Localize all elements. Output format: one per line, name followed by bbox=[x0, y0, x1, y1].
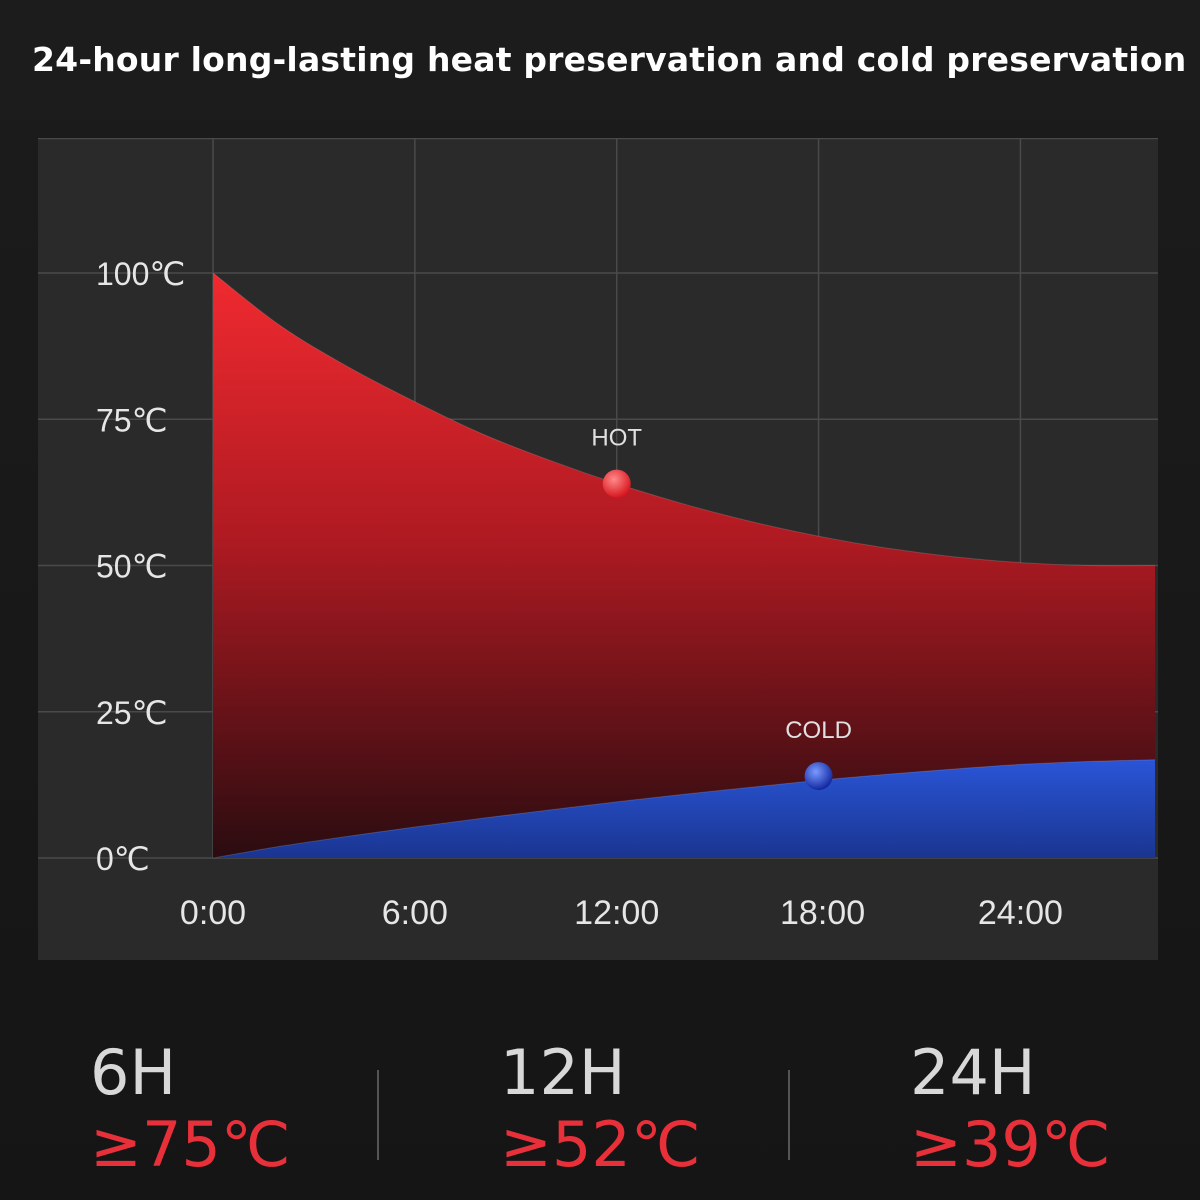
y-tick-label: 75℃ bbox=[96, 402, 168, 438]
y-tick-label: 25℃ bbox=[96, 695, 168, 731]
x-tick-label: 0:00 bbox=[180, 894, 246, 932]
stat-6h: 6H ≥75℃ bbox=[90, 1040, 410, 1180]
x-tick-label: 6:00 bbox=[382, 894, 448, 932]
hot-series-line bbox=[212, 272, 1156, 567]
cold-marker bbox=[804, 762, 833, 791]
stat-hours: 24H bbox=[910, 1036, 1036, 1109]
stat-hours: 6H bbox=[90, 1036, 177, 1109]
cold-series-area bbox=[213, 759, 1155, 858]
stat-temp: ≥75℃ bbox=[90, 1108, 291, 1181]
x-tick-label: 12:00 bbox=[574, 894, 659, 932]
temperature-chart: HOT COLD 0℃ 25℃ 50℃ 75℃ 100℃ 0:00 6:00 12:00 18:00… bbox=[38, 138, 1158, 932]
hot-marker bbox=[602, 469, 631, 498]
stat-12h: 12H ≥52℃ bbox=[500, 1040, 820, 1180]
y-tick-label: 50℃ bbox=[96, 549, 168, 585]
hot-series-area bbox=[213, 273, 1155, 858]
stat-divider bbox=[788, 1070, 790, 1160]
stat-divider bbox=[377, 1070, 379, 1160]
cold-series-line bbox=[212, 759, 1156, 859]
y-tick-label: 0℃ bbox=[96, 841, 150, 877]
y-tick-label: 100℃ bbox=[96, 256, 185, 292]
cold-label: COLD bbox=[785, 717, 852, 744]
stat-hours: 12H bbox=[500, 1036, 626, 1109]
stats-row: 6H ≥75℃ 12H ≥52℃ 24H ≥39℃ bbox=[0, 1030, 1200, 1200]
chart-panel: HOT COLD 0℃ 25℃ 50℃ 75℃ 100℃ 0:00 6:00 12:00 18:00… bbox=[38, 138, 1158, 960]
stat-temp: ≥52℃ bbox=[500, 1108, 701, 1181]
page-title: 24-hour long-lasting heat preservation a… bbox=[32, 40, 1187, 79]
stat-temp: ≥39℃ bbox=[910, 1108, 1111, 1181]
stat-24h: 24H ≥39℃ bbox=[910, 1040, 1200, 1180]
x-tick-label: 24:00 bbox=[978, 894, 1063, 932]
hot-label: HOT bbox=[591, 425, 642, 452]
x-tick-label: 18:00 bbox=[780, 894, 865, 932]
